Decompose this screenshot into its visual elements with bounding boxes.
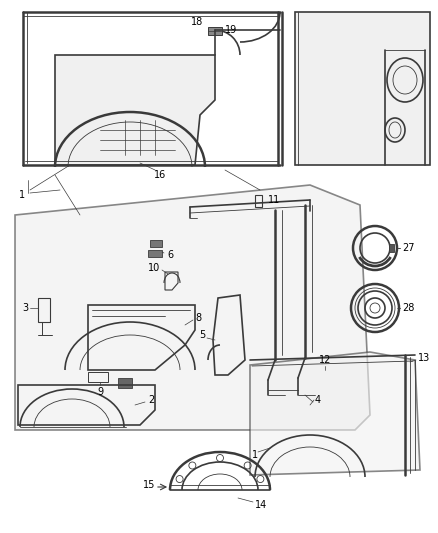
Polygon shape <box>118 378 132 388</box>
Text: 19: 19 <box>225 25 237 35</box>
Text: 8: 8 <box>195 313 201 323</box>
Polygon shape <box>55 55 215 165</box>
Text: 15: 15 <box>143 480 155 490</box>
Text: 18: 18 <box>191 17 203 27</box>
Text: 3: 3 <box>22 303 28 313</box>
Polygon shape <box>389 244 394 252</box>
Text: 11: 11 <box>268 195 280 205</box>
Text: 6: 6 <box>167 250 173 260</box>
Text: 1: 1 <box>252 450 258 460</box>
Text: 4: 4 <box>315 395 321 405</box>
Text: 10: 10 <box>148 263 160 273</box>
Text: 12: 12 <box>319 355 331 365</box>
Polygon shape <box>250 352 420 475</box>
Text: 13: 13 <box>418 353 430 363</box>
Polygon shape <box>148 250 162 257</box>
Text: 9: 9 <box>97 387 103 397</box>
Text: 1: 1 <box>19 190 25 200</box>
Text: 16: 16 <box>154 170 166 180</box>
Text: 27: 27 <box>402 243 414 253</box>
Text: 5: 5 <box>199 330 205 340</box>
Polygon shape <box>295 12 430 165</box>
Text: 28: 28 <box>402 303 414 313</box>
Text: 2: 2 <box>148 395 154 405</box>
Polygon shape <box>208 27 222 35</box>
Polygon shape <box>15 185 370 430</box>
Text: 14: 14 <box>255 500 267 510</box>
Polygon shape <box>150 240 162 247</box>
